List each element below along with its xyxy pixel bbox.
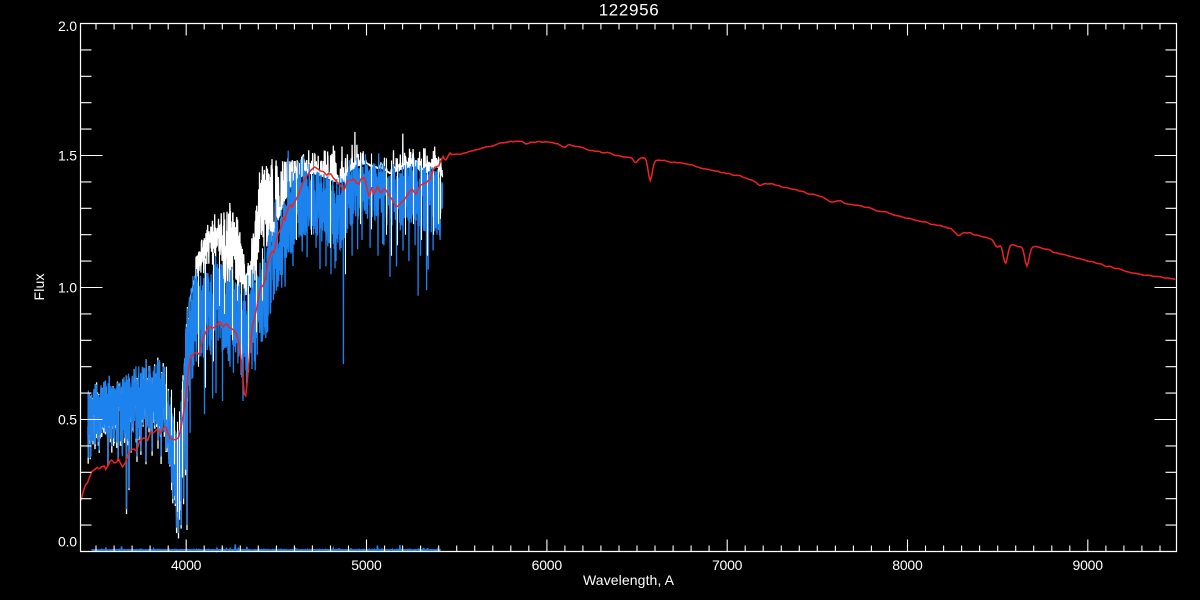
- svg-text:Wavelength, A: Wavelength, A: [583, 572, 675, 588]
- svg-text:1.0: 1.0: [58, 280, 77, 296]
- svg-text:9000: 9000: [1073, 557, 1104, 573]
- svg-text:1.5: 1.5: [58, 148, 77, 164]
- svg-text:Flux: Flux: [31, 274, 47, 301]
- svg-text:8000: 8000: [892, 557, 923, 573]
- svg-text:0.0: 0.0: [58, 534, 77, 550]
- svg-text:4000: 4000: [171, 557, 202, 573]
- svg-text:0.5: 0.5: [58, 412, 77, 428]
- svg-text:7000: 7000: [712, 557, 743, 573]
- svg-text:6000: 6000: [532, 557, 563, 573]
- svg-text:122956: 122956: [599, 1, 659, 20]
- svg-text:2.0: 2.0: [58, 18, 77, 34]
- svg-text:5000: 5000: [351, 557, 382, 573]
